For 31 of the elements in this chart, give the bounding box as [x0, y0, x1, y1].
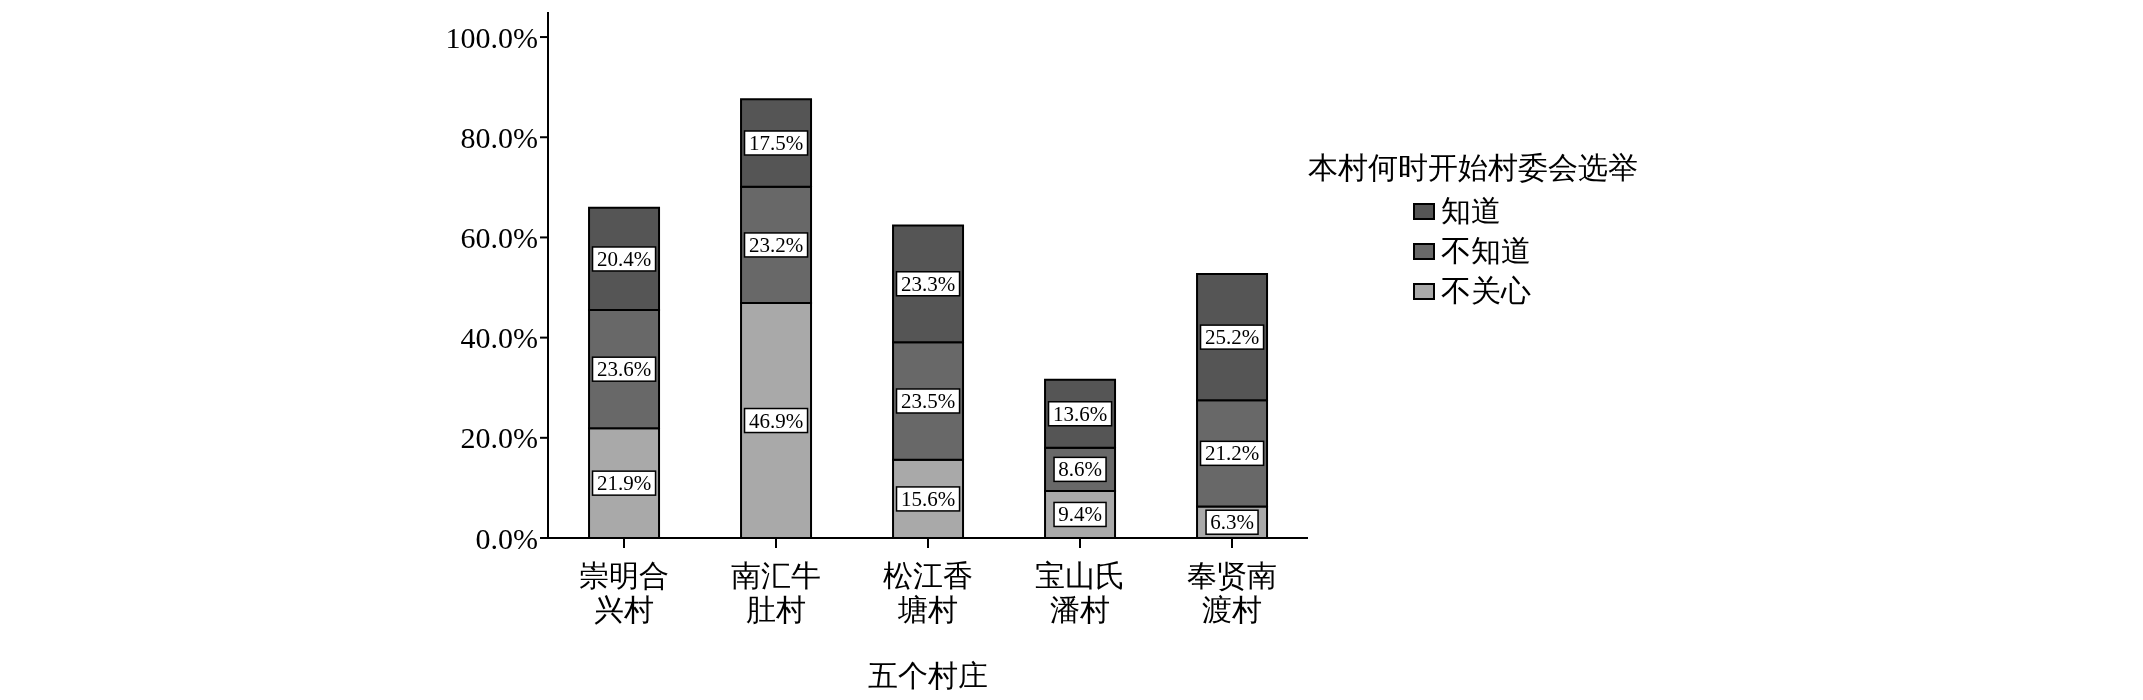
x-tick-label: 南汇牛肚村	[731, 559, 821, 626]
data-label: 21.2%	[1204, 441, 1260, 466]
x-tick-label: 松江香塘村	[883, 559, 973, 626]
data-label: 9.4%	[1058, 502, 1102, 527]
y-tick-label: 80.0%	[460, 120, 538, 154]
x-tick-label: 崇明合兴村	[579, 559, 669, 626]
x-tick-label: 宝山氏潘村	[1035, 559, 1125, 626]
legend-label: 知道	[1441, 193, 1501, 229]
data-label: 8.6%	[1058, 457, 1102, 482]
data-label: 25.2%	[1204, 325, 1260, 350]
data-label: 46.9%	[748, 408, 804, 433]
data-label: 23.6%	[596, 357, 652, 382]
data-label: 23.2%	[748, 232, 804, 257]
y-tick-label: 20.0%	[460, 421, 538, 455]
data-label: 21.9%	[596, 471, 652, 496]
x-axis-title: 五个村庄	[868, 659, 988, 692]
data-label: 17.5%	[748, 131, 804, 155]
data-label: 13.6%	[1052, 401, 1108, 426]
legend-label: 不关心	[1441, 273, 1531, 309]
y-tick-label: 60.0%	[460, 221, 538, 255]
data-label: 6.3%	[1210, 510, 1254, 535]
data-label: 20.4%	[596, 246, 652, 271]
y-tick-label: 0.0%	[475, 521, 538, 555]
legend-title: 本村何时开始村委会选举	[1308, 150, 1638, 186]
x-tick-label: 奉贤南渡村	[1187, 559, 1277, 626]
data-label: 23.3%	[900, 271, 956, 296]
data-label: 15.6%	[900, 486, 956, 511]
y-tick-label: 40.0%	[460, 321, 538, 355]
data-label: 23.5%	[900, 388, 956, 413]
legend-label: 不知道	[1441, 233, 1531, 269]
y-tick-label: 100.0%	[445, 20, 538, 54]
